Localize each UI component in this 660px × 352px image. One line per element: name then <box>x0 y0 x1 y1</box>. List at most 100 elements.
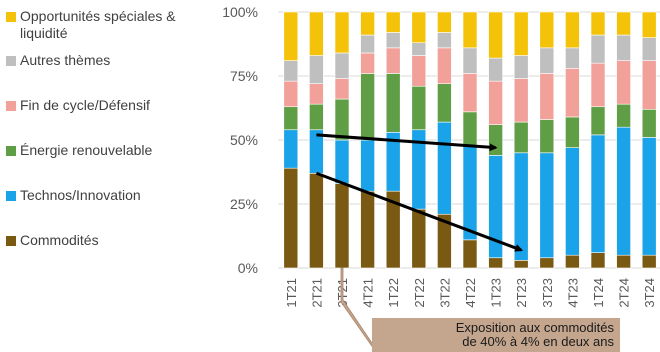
bar-segment <box>385 47 401 74</box>
bar-segment <box>462 239 478 269</box>
bar-segment <box>360 73 375 141</box>
bar-segment <box>513 78 529 123</box>
bar-segment <box>334 78 350 100</box>
trend-arrow <box>315 171 524 252</box>
bar-segment <box>385 32 401 49</box>
bar-segment <box>411 85 427 131</box>
x-tick-label: 2T21 <box>309 278 324 308</box>
bar-segment <box>283 80 299 108</box>
bar-segment <box>283 60 299 82</box>
x-tick-label: 1T23 <box>489 278 504 308</box>
legend-label: Énergie renouvelable <box>20 142 153 158</box>
x-tick-label: 3T22 <box>437 278 452 308</box>
bar-segment <box>488 124 503 156</box>
callout-line-2: de 40% à 4% en deux ans <box>462 334 614 349</box>
bar-segment <box>334 139 350 184</box>
bar-segment <box>641 254 657 269</box>
bar-segment <box>309 83 324 105</box>
bar-segment <box>437 83 452 123</box>
bar-segment <box>488 11 503 59</box>
x-tick-label: 1T22 <box>386 278 401 308</box>
legend-swatch <box>6 191 16 201</box>
bar-segment <box>488 57 503 82</box>
bar-segment <box>513 260 529 269</box>
legend-label: Opportunités spéciales & liquidité <box>20 8 176 41</box>
bar-segment <box>565 147 580 256</box>
bar-segment <box>360 34 375 54</box>
y-axis-ticks: 0% 25% 50% 75% 100% <box>222 4 258 276</box>
bar-segment <box>616 126 631 256</box>
bar-segment <box>616 11 631 36</box>
bar-segment <box>437 11 452 33</box>
bar-segment <box>360 139 375 192</box>
bar-segment <box>565 11 580 49</box>
bar-segment <box>462 47 478 74</box>
bar-segment <box>616 60 631 105</box>
annotations <box>315 133 524 352</box>
callout-leader <box>340 267 379 352</box>
bar-segment <box>641 11 657 38</box>
bar-segment <box>565 47 580 69</box>
bar-segment <box>590 252 606 269</box>
bar-segment <box>590 134 606 253</box>
bar-segment <box>309 11 324 56</box>
legend-swatch <box>6 12 16 22</box>
bar-segment <box>334 183 350 269</box>
x-tick-label: 4T22 <box>463 278 478 308</box>
bar-segment <box>616 103 631 128</box>
bar-segment <box>411 208 427 269</box>
bar-segment <box>462 144 478 241</box>
bar-segment <box>437 47 452 84</box>
trend-arrow <box>316 133 498 152</box>
bar-segment <box>411 11 427 44</box>
x-tick-label: 4T21 <box>361 278 376 308</box>
bar-segment <box>590 34 606 64</box>
legend-label: Autres thèmes <box>20 52 111 68</box>
bar-segment <box>283 106 299 131</box>
x-tick-label: 4T23 <box>565 278 580 308</box>
x-tick-label: 3T24 <box>642 278 657 308</box>
bar-segment <box>309 55 324 84</box>
legend-label: Fin de cycle/Défensif <box>20 97 150 113</box>
x-tick-label: 2T23 <box>514 278 529 308</box>
bar-segment <box>565 254 580 269</box>
bar-segment <box>641 137 657 256</box>
bar-segment <box>565 116 580 148</box>
bar-segment <box>437 121 452 215</box>
bar-segment <box>513 121 529 154</box>
y-tick-label: 25% <box>230 196 258 212</box>
bar-segment <box>360 52 375 74</box>
bar-segment <box>283 129 299 169</box>
bar-segment <box>462 73 478 113</box>
bar-segment <box>616 34 631 61</box>
legend-swatch <box>6 101 16 111</box>
bar-segment <box>539 152 555 259</box>
bar-segment <box>411 42 427 56</box>
bar-segment <box>283 167 299 269</box>
bar-segment <box>462 11 478 49</box>
bar-segment <box>334 11 350 54</box>
bar-segment <box>283 11 299 61</box>
bar-segment <box>334 52 350 79</box>
legend-label: Commodités <box>20 232 99 248</box>
bar-segment <box>411 55 427 87</box>
bar-segment <box>539 73 555 120</box>
legend-label: Technos/Innovation <box>20 187 141 203</box>
bar-segment <box>539 257 555 269</box>
bar-segment <box>565 68 580 118</box>
bar-segment <box>641 60 657 110</box>
x-tick-label: 2T24 <box>617 278 632 308</box>
x-tick-label: 3T23 <box>540 278 555 308</box>
x-tick-label: 1T21 <box>284 278 299 308</box>
bar-segment <box>488 257 503 269</box>
legend-swatch <box>6 146 16 156</box>
bar-segment <box>309 172 324 269</box>
bar-segment <box>539 119 555 154</box>
bar-segment <box>641 108 657 138</box>
bar-segment <box>437 32 452 49</box>
y-tick-label: 0% <box>238 260 258 276</box>
legend-swatch <box>6 236 16 246</box>
x-tick-label: 2T22 <box>412 278 427 308</box>
bar-segment <box>462 111 478 146</box>
